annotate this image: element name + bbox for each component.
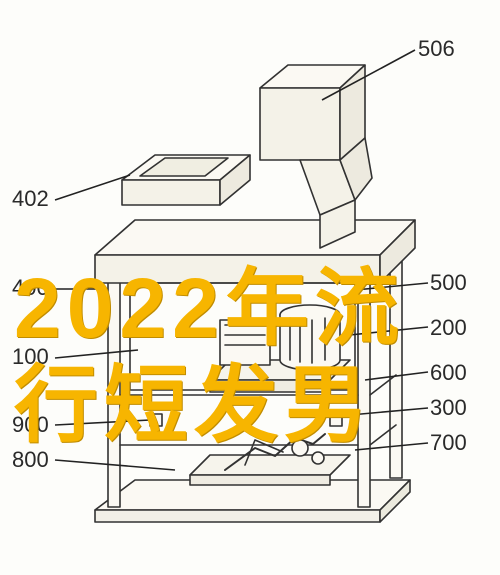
overlay-title: 2022年流 行短发男 — [14, 260, 405, 453]
overlay-line2: 行短发男 — [14, 357, 405, 454]
callout-500r: 500 — [430, 270, 467, 296]
overlay-line1: 2022年流 — [14, 260, 405, 357]
callout-600: 600 — [430, 360, 467, 386]
callout-506: 506 — [418, 36, 455, 62]
callout-402: 402 — [12, 186, 49, 212]
callout-300: 300 — [430, 395, 467, 421]
callout-200: 200 — [430, 315, 467, 341]
callout-700: 700 — [430, 430, 467, 456]
